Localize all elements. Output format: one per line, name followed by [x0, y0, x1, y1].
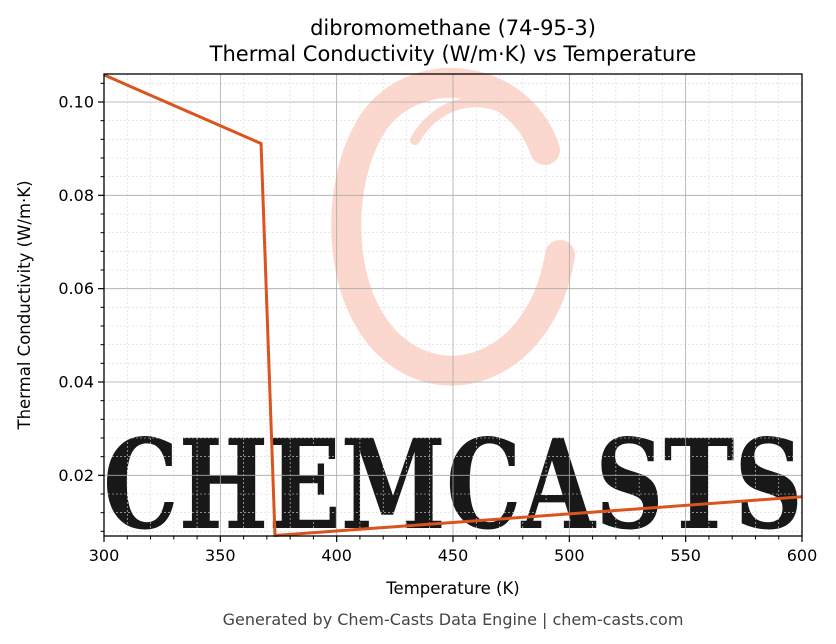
watermark-swirl — [331, 68, 575, 386]
y-tick-label: 0.08 — [58, 186, 94, 205]
x-axis: 300 350 400 450 500 550 600 — [89, 536, 818, 565]
footer-credit: Generated by Chem-Casts Data Engine | ch… — [223, 610, 684, 629]
series-layer — [103, 73, 803, 538]
x-axis-label: Temperature (K) — [385, 579, 519, 598]
grid-major — [104, 74, 802, 536]
y-tick-label: 0.02 — [58, 466, 94, 485]
y-axis-label: Thermal Conductivity (W/m·K) — [15, 180, 34, 430]
x-tick-label: 500 — [554, 546, 585, 565]
chart-title: dibromomethane (74-95-3) — [310, 16, 596, 40]
x-tick-label: 350 — [205, 546, 236, 565]
watermark-swirl-inner — [410, 97, 525, 145]
x-tick-label: 300 — [89, 546, 120, 565]
x-tick-label: 450 — [438, 546, 469, 565]
series-line — [103, 73, 803, 538]
chart-subtitle: Thermal Conductivity (W/m·K) vs Temperat… — [209, 42, 697, 66]
y-tick-label: 0.06 — [58, 279, 94, 298]
y-tick-label: 0.04 — [58, 373, 94, 392]
x-tick-label: 400 — [321, 546, 352, 565]
plot-area: CHEMCASTS — [103, 68, 803, 558]
x-tick-label: 600 — [787, 546, 818, 565]
x-tick-label: 550 — [670, 546, 701, 565]
y-axis: 0.02 0.04 0.06 0.08 0.10 — [58, 82, 104, 532]
y-tick-label: 0.10 — [58, 93, 94, 112]
